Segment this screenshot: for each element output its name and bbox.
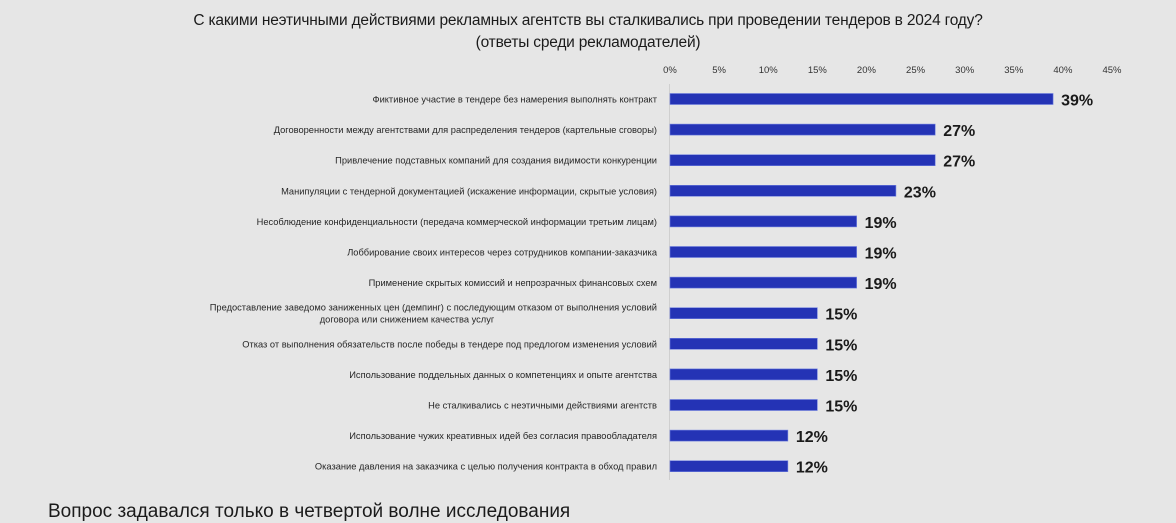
bar-row: Лоббирование своих интересов через сотру… [347, 246, 896, 263]
bar-rows: Фиктивное участие в тендере без намерени… [210, 93, 1093, 477]
bar [669, 154, 936, 166]
value-label: 23% [904, 184, 936, 201]
category-label: Отказ от выполнения обязательств после п… [242, 339, 657, 349]
x-tick-label: 20% [857, 65, 877, 76]
x-tick-label: 15% [808, 65, 828, 76]
x-tick-label: 35% [1004, 65, 1024, 76]
bar-row: Использование чужих креативных идей без … [349, 429, 828, 446]
x-tick-label: 40% [1053, 65, 1073, 76]
value-label: 12% [796, 460, 828, 477]
category-label: Не сталкивались с неэтичными действиями … [428, 401, 657, 411]
category-label: Применение скрытых комиссий и непрозрачн… [369, 278, 657, 288]
bar-row: Не сталкивались с неэтичными действиями … [428, 399, 857, 416]
category-label: Оказание давления на заказчика с целью п… [315, 462, 657, 472]
value-label: 19% [865, 215, 897, 232]
chart-title: С какими неэтичными действиями рекламных… [193, 12, 983, 29]
bar-row: Несоблюдение конфиденциальности (передач… [257, 215, 897, 232]
bar-row: Предоставление заведомо заниженных цен (… [210, 303, 858, 325]
x-tick-label: 5% [712, 65, 726, 76]
bar-row: Манипуляции с тендерной документацией (и… [281, 184, 936, 201]
value-label: 15% [825, 399, 857, 416]
bar [669, 460, 789, 473]
category-label: Несоблюдение конфиденциальности (передач… [257, 217, 657, 227]
x-axis-ticks: 0% 5% 10% 15% 20% 25% 30% 35% 40% 45% [663, 65, 1122, 76]
footnote: Вопрос задавался только в четвертой волн… [48, 501, 571, 522]
x-tick-label: 25% [906, 65, 926, 76]
x-tick-label: 45% [1102, 65, 1122, 76]
value-label: 15% [825, 368, 857, 385]
category-label: Фиктивное участие в тендере без намерени… [373, 95, 658, 105]
category-label: Использование поддельных данных о компет… [349, 370, 658, 380]
value-label: 12% [796, 429, 828, 446]
category-label: Привлечение подставных компаний для созд… [335, 156, 657, 166]
x-tick-label: 0% [663, 65, 677, 76]
bar [669, 429, 789, 442]
chart-subtitle: (ответы среди рекламодателей) [475, 34, 701, 51]
chart-title-block: С какими неэтичными действиями рекламных… [0, 10, 1176, 54]
bar-row: Привлечение подставных компаний для созд… [335, 154, 975, 171]
value-label: 27% [943, 123, 975, 140]
bar [669, 368, 818, 381]
value-label: 39% [1061, 93, 1093, 110]
category-label: договора или снижением качества услуг [320, 315, 495, 325]
x-tick-label: 10% [759, 65, 779, 76]
category-label: Договоренности между агентствами для рас… [274, 125, 657, 135]
bar-row: Оказание давления на заказчика с целью п… [315, 460, 828, 477]
category-label: Использование чужих креативных идей без … [349, 431, 657, 441]
bar-row: Использование поддельных данных о компет… [349, 368, 857, 385]
value-label: 19% [865, 276, 897, 293]
category-label: Предоставление заведомо заниженных цен (… [210, 303, 657, 313]
bar-row: Отказ от выполнения обязательств после п… [242, 337, 857, 354]
category-label: Лоббирование своих интересов через сотру… [347, 248, 658, 258]
bar [669, 215, 857, 228]
value-label: 27% [943, 154, 975, 171]
category-label: Манипуляции с тендерной документацией (и… [281, 186, 657, 196]
value-label: 15% [825, 337, 857, 354]
value-label: 19% [865, 246, 897, 263]
bar [669, 399, 818, 411]
bar-row: Фиктивное участие в тендере без намерени… [373, 93, 1094, 110]
bar [669, 123, 936, 136]
bar [669, 276, 857, 289]
bar [669, 93, 1054, 105]
bar [669, 185, 897, 197]
bar-row: Договоренности между агентствами для рас… [274, 123, 976, 140]
value-label: 15% [825, 307, 857, 324]
bar [669, 337, 818, 350]
x-tick-label: 30% [955, 65, 975, 76]
bar [669, 246, 857, 258]
bar-row: Применение скрытых комиссий и непрозрачн… [369, 276, 897, 293]
bar [669, 307, 818, 320]
